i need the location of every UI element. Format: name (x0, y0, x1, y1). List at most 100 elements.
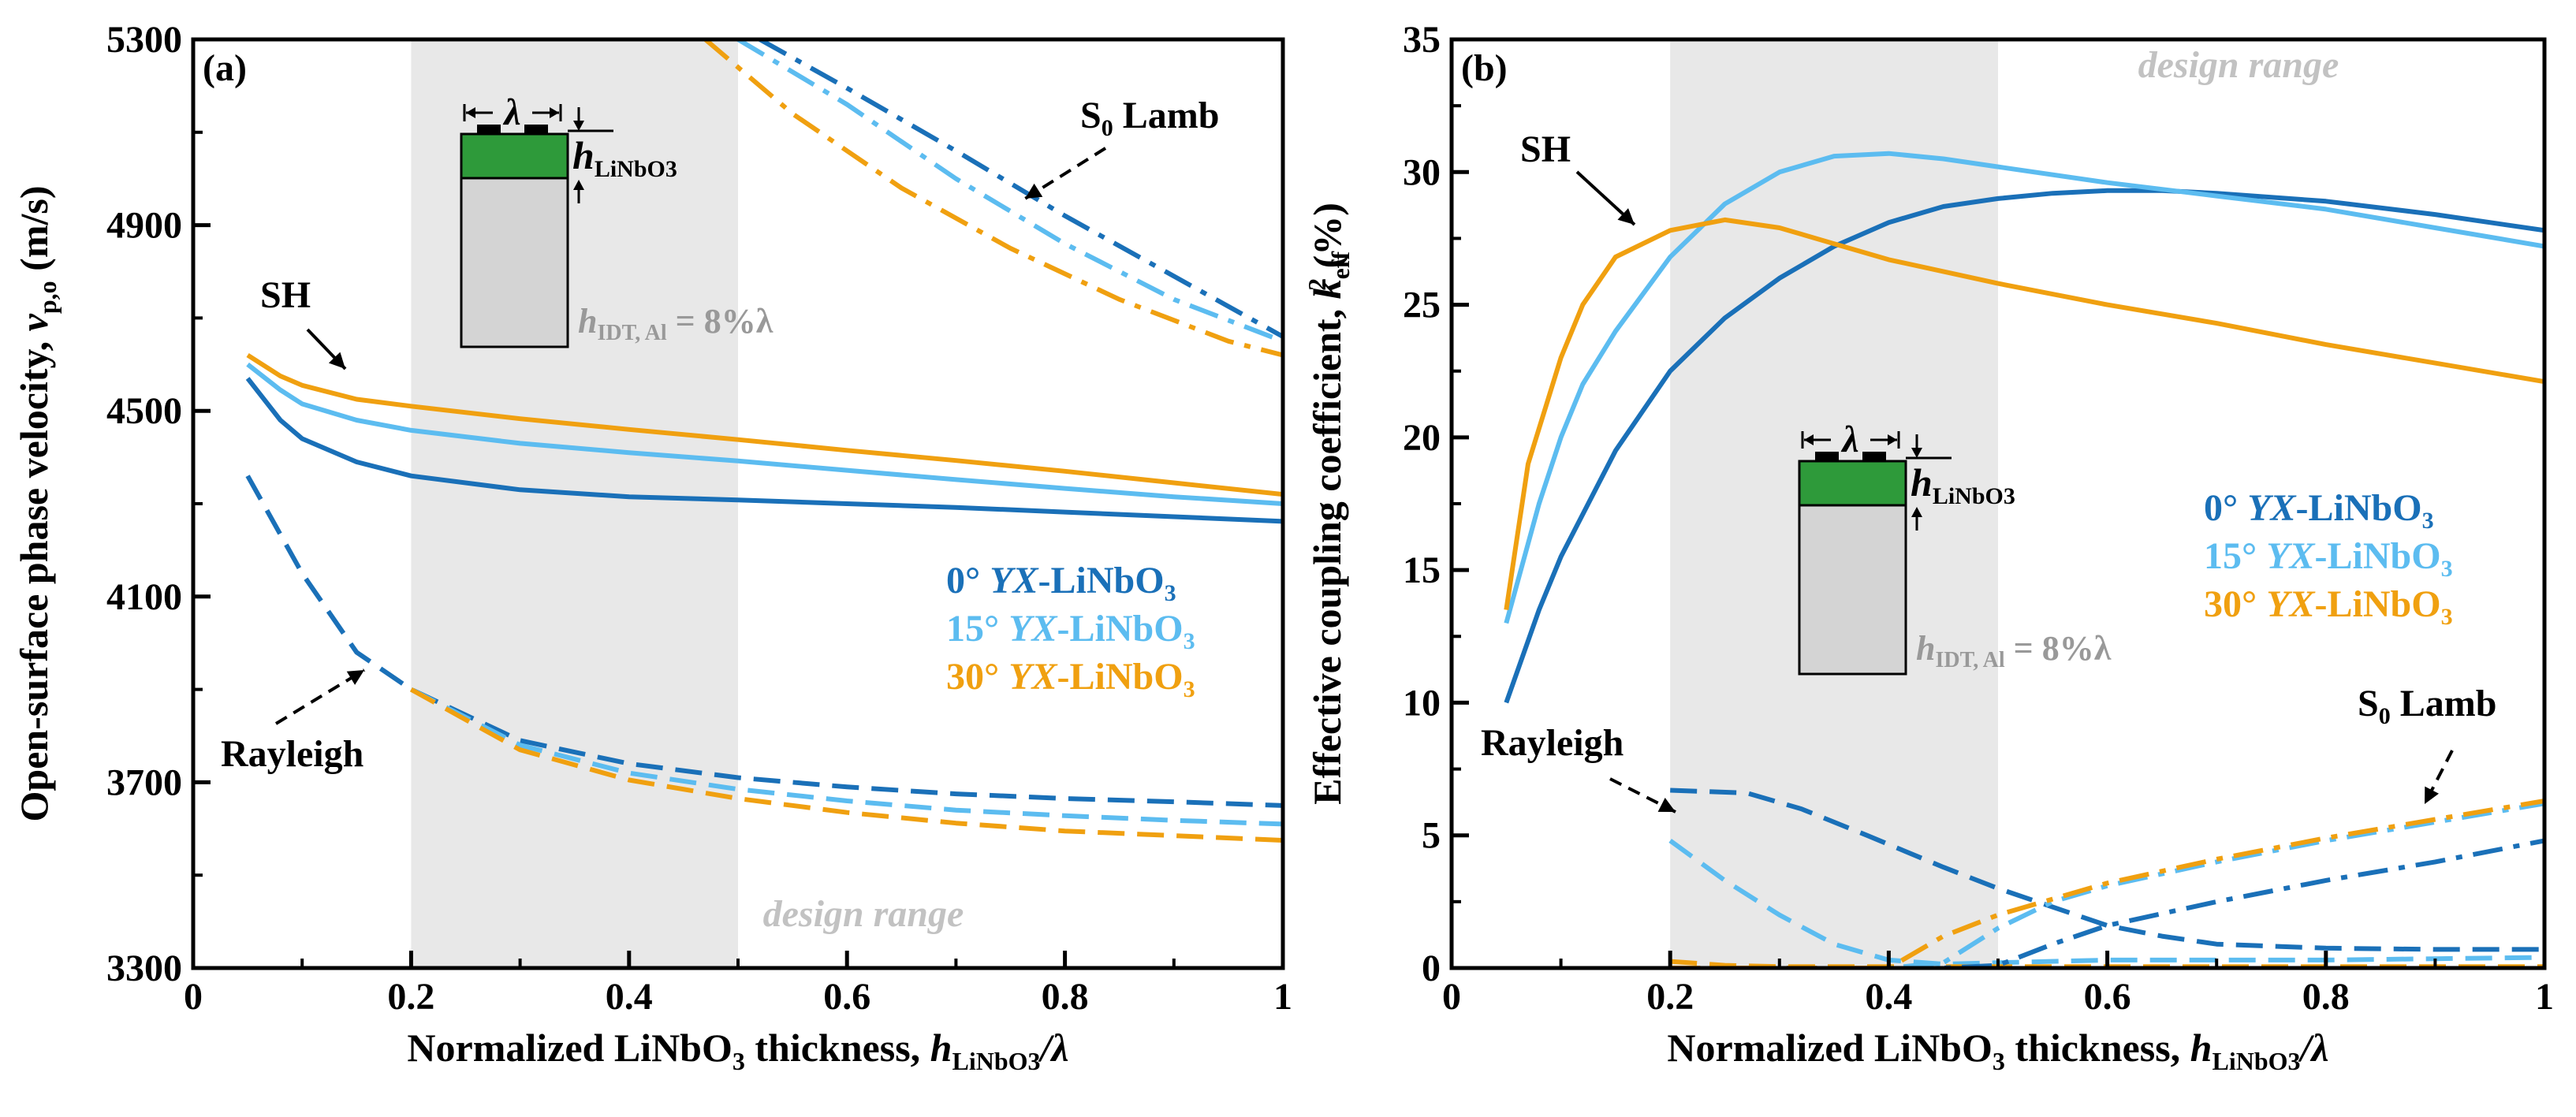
inset-thickness-label: hLiNbO3 (572, 133, 677, 182)
legend-material: -LiNbO (2296, 487, 2422, 529)
series-line-s0-c0 (759, 39, 1283, 339)
inset-thickness-label: hLiNbO3 (1911, 460, 2015, 509)
legend-angle: 15° (2204, 535, 2266, 577)
legend-angle: 15° (946, 608, 1008, 650)
inset-idt-electrode (477, 125, 501, 134)
annotation-arrowhead (1025, 183, 1043, 199)
series-line-sh-c0 (1504, 188, 2544, 704)
y-tick-label: 5 (1422, 815, 1441, 857)
xlabel-mid: thickness, (2005, 1026, 2190, 1070)
ylabel-tail: (m/s) (12, 186, 56, 281)
x-axis-label: Normalized LiNbO3 thickness, hLiNbO3/λ (407, 1026, 1068, 1075)
ylabel-symbol: v (12, 313, 56, 331)
series-line-s0-c15 (1670, 801, 2544, 968)
legend-entry-c30: 30° YX-LiNbO3 (2204, 583, 2453, 630)
series-line-sh-c0 (245, 377, 1283, 524)
legend-cut: YX (990, 560, 1038, 601)
annotation-sub: 0 (1102, 115, 1113, 141)
legend-entry-c0: 0° YX-LiNbO3 (2204, 487, 2434, 534)
annotation-tail: Lamb (2391, 683, 2497, 724)
series-line-sh-c30 (246, 352, 1283, 497)
annotation-sub: 0 (2379, 703, 2391, 729)
inset-arrowhead (466, 107, 475, 118)
legend-cut: YX (2266, 535, 2315, 577)
x-tick-label: 0 (184, 976, 203, 1018)
y-tick-label: 4500 (106, 390, 182, 432)
panel-label: (b) (1461, 47, 1508, 89)
xlabel-sub: 3 (1993, 1047, 2005, 1075)
series-line-sh-c15 (246, 362, 1283, 506)
x-tick-label: 0.8 (2302, 976, 2350, 1018)
legend-angle: 30° (2204, 583, 2266, 625)
annotation-text: S (1080, 95, 1102, 136)
inset-idt-h: h (578, 302, 597, 341)
inset-arrowhead (1911, 448, 1922, 458)
y-tick-label: 20 (1403, 417, 1441, 459)
x-tick-label: 0.2 (387, 976, 434, 1018)
inset-substrate (1798, 504, 1907, 676)
annotation-text: Rayleigh (1481, 722, 1624, 764)
x-tick-label: 1 (2535, 976, 2554, 1018)
ylabel-tail: (%) (1305, 203, 1349, 278)
ylabel-main: Open-surface phase velocity, (12, 331, 56, 821)
legend-material-sub: 3 (1184, 628, 1195, 654)
annotation-label: S0 Lamb (1080, 95, 1219, 141)
x-tick-label: 0.6 (2084, 976, 2131, 1018)
inset-h: h (1911, 460, 1933, 505)
inset-linbo3-film (1798, 460, 1907, 507)
legend-entry-c15: 15° YX-LiNbO3 (946, 608, 1195, 654)
annotation-text: Rayleigh (221, 733, 363, 775)
series-line-s0-c15 (736, 39, 1283, 344)
annotation-arrowhead (1657, 798, 1676, 812)
ylabel-symbol: k (1305, 279, 1349, 299)
annotation-arrowhead (1617, 208, 1635, 225)
inset-lambda-label: λ (1840, 419, 1858, 460)
legend-entry-c30: 30° YX-LiNbO3 (946, 656, 1195, 702)
y-tick-label: 30 (1403, 151, 1441, 193)
design-range-label: design range (2138, 44, 2339, 86)
annotation-label: SH (1520, 128, 1571, 170)
legend-cut: YX (1008, 656, 1057, 698)
inset-idt-sub: IDT, Al (1935, 648, 2004, 672)
inset-arrowhead (573, 121, 584, 131)
inset-h-sub: LiNbO3 (595, 156, 677, 182)
annotation-label: SH (260, 274, 311, 316)
legend-cut: YX (1008, 608, 1057, 650)
legend-material: -LiNbO (2315, 583, 2441, 625)
ylabel-sub: eff (1326, 251, 1355, 280)
xlabel-mid: thickness, (745, 1026, 930, 1070)
legend-entry-c15: 15° YX-LiNbO3 (2204, 535, 2453, 582)
xlabel-h: h (2190, 1026, 2213, 1070)
y-tick-label: 5300 (106, 19, 182, 61)
y-tick-label: 4900 (106, 205, 182, 247)
legend-material-sub: 3 (2441, 556, 2453, 582)
y-tick-label: 4100 (106, 576, 182, 618)
inset-lambda-label: λ (502, 91, 520, 133)
annotation-label: S0 Lamb (2358, 683, 2496, 729)
xlabel-tail: /λ (2298, 1026, 2329, 1070)
series-line-s0-c30 (703, 39, 1283, 358)
inset-idt-thickness-label: hIDT, Al = 8%λ (1916, 629, 2112, 672)
inset-arrowhead (1888, 434, 1897, 445)
inset-schematic: λ hLiNbO3 hIDT, Al = 8%λ (1798, 419, 2112, 676)
ylabel-sup: 2 (1303, 278, 1331, 291)
annotation-arrowhead (346, 670, 364, 685)
series-line-s0-c0 (1670, 838, 2544, 968)
y-tick-label: 10 (1403, 682, 1441, 724)
series-line-rayleigh-c15 (410, 687, 1283, 827)
y-tick-label: 3300 (106, 948, 182, 989)
legend-angle: 30° (946, 656, 1008, 698)
inset-idt-electrode (1815, 452, 1839, 461)
y-tick-label: 35 (1403, 19, 1441, 61)
xlabel-main: Normalized LiNbO (1667, 1026, 1992, 1070)
xlabel-sub: LiNbO3 (2212, 1047, 2300, 1075)
series-line-sh-c30 (1504, 217, 2544, 611)
annotation-label: Rayleigh (221, 733, 363, 775)
annotation-text: SH (260, 274, 311, 316)
series-group (245, 39, 1283, 843)
xlabel-sub: 3 (733, 1047, 745, 1075)
y-axis-label: Open-surface phase velocity, vp,o (m/s) (12, 186, 62, 822)
